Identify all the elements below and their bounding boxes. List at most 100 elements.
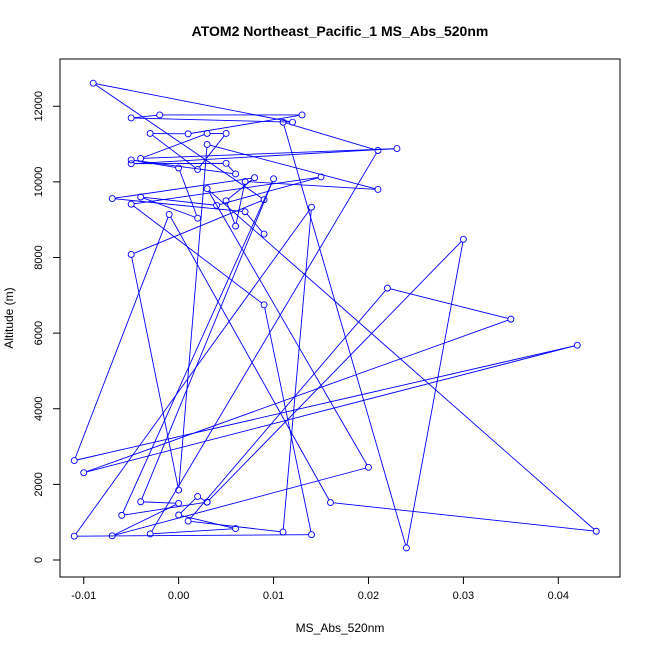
data-point	[118, 511, 126, 519]
data-point	[108, 532, 116, 540]
series-segment	[86, 345, 575, 473]
data-point	[127, 114, 135, 122]
data-point	[137, 154, 145, 162]
data-point	[194, 214, 202, 222]
series-segment	[235, 184, 245, 224]
series-segment	[114, 504, 177, 535]
data-point	[137, 193, 145, 201]
data-point	[289, 118, 296, 126]
series-segment	[75, 209, 311, 534]
series-segment	[131, 257, 179, 488]
series-segment	[199, 497, 205, 501]
x-tick-label: 0.00	[168, 590, 189, 602]
data-point	[165, 210, 173, 218]
series-segment	[219, 177, 319, 205]
series-segment	[180, 498, 196, 514]
data-point	[127, 200, 135, 208]
data-point	[251, 174, 259, 182]
data-point	[70, 532, 78, 540]
series-segment	[179, 170, 197, 216]
data-point	[241, 178, 249, 185]
series-segment	[226, 203, 235, 224]
data-point	[384, 284, 391, 292]
data-point	[459, 235, 467, 243]
data-point	[260, 301, 268, 309]
x-tick-label: -0.01	[71, 590, 96, 602]
series-segment	[141, 181, 273, 500]
y-tick-label: 12000	[33, 91, 45, 122]
series-segment	[115, 177, 252, 199]
data-point	[393, 145, 401, 153]
series-segment	[77, 534, 309, 537]
series-segment	[134, 148, 394, 165]
data-point	[146, 130, 154, 137]
series-segment	[133, 200, 262, 254]
data-point	[146, 530, 154, 538]
series-segment	[153, 528, 233, 535]
series-segment	[285, 122, 376, 151]
y-tick-label: 2000	[33, 472, 45, 496]
series-segment	[115, 198, 243, 212]
data-point	[222, 159, 230, 167]
data-point	[232, 525, 240, 533]
series-segment	[406, 242, 464, 546]
data-point	[203, 130, 211, 137]
series-segment	[134, 117, 290, 123]
data-point	[507, 315, 515, 323]
series-segment	[134, 114, 157, 119]
y-axis: 0 2000 4000 6000 8000 10000 12000	[33, 91, 61, 563]
series-segment	[143, 134, 205, 158]
x-tick-label: 0.04	[548, 590, 569, 602]
x-tick-label: 0.02	[358, 590, 379, 602]
data-point	[175, 164, 183, 172]
series-segment	[122, 181, 273, 513]
data-point	[279, 118, 287, 126]
series-segment	[143, 501, 176, 504]
data-point	[127, 251, 135, 258]
data-point	[232, 170, 240, 178]
series-layer	[70, 79, 600, 552]
series-segment	[143, 197, 195, 218]
data-point	[175, 486, 183, 494]
chart-title: ATOM2 Northeast_Pacific_1 MS_Abs_520nm	[192, 23, 489, 39]
data-point	[184, 517, 192, 525]
data-point	[374, 185, 382, 193]
data-point	[213, 201, 221, 209]
y-axis-label: Altitude (m)	[2, 287, 16, 348]
data-point	[279, 528, 287, 536]
series-segment	[86, 319, 509, 473]
series-segment	[282, 210, 312, 530]
data-point	[402, 544, 410, 552]
data-point	[232, 222, 240, 230]
series-segment	[178, 147, 208, 488]
y-tick-label: 6000	[33, 321, 45, 345]
data-point	[203, 185, 211, 193]
data-point	[175, 499, 183, 507]
data-point	[184, 130, 192, 138]
data-point	[194, 493, 202, 500]
data-point	[270, 175, 278, 183]
series-segment	[248, 181, 375, 190]
data-point	[194, 165, 202, 173]
data-point	[308, 203, 315, 211]
data-point	[573, 341, 581, 349]
series-segment	[152, 134, 196, 168]
series-segment	[191, 520, 281, 533]
data-point	[317, 173, 325, 181]
series-segment	[189, 290, 386, 520]
data-point	[127, 156, 135, 164]
series-segment	[114, 467, 366, 536]
data-point	[175, 511, 183, 519]
x-axis: -0.01 0.00 0.01 0.02 0.03 0.04	[71, 576, 569, 602]
series-segment	[199, 135, 225, 168]
series-segment	[181, 515, 233, 529]
series-segment	[283, 124, 407, 546]
series-segment	[208, 241, 462, 501]
series-segment	[124, 502, 205, 516]
x-tick-label: 0.03	[453, 590, 474, 602]
data-point	[222, 130, 230, 137]
series-segment	[208, 191, 368, 465]
data-point	[70, 457, 78, 464]
y-tick-label: 0	[33, 557, 45, 563]
